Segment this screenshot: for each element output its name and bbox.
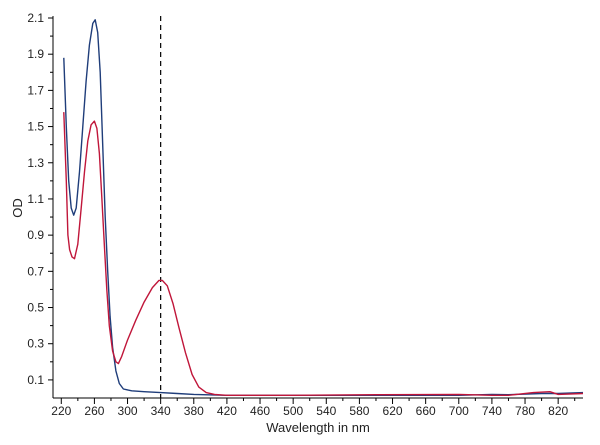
y-tick-label: 1.9	[27, 47, 44, 61]
y-tick-label: 1.7	[27, 83, 44, 97]
x-tick-label: 460	[250, 404, 270, 418]
y-tick-label: 0.3	[27, 337, 44, 351]
y-tick-label: 0.1	[27, 373, 44, 387]
x-tick-label: 300	[118, 404, 138, 418]
plot-area	[63, 16, 584, 398]
x-tick-label: 260	[84, 404, 104, 418]
x-tick-label: 380	[184, 404, 204, 418]
x-tick-label: 220	[51, 404, 71, 418]
x-tick-label: 580	[349, 404, 369, 418]
tick-labels: 220 260 300 340 380 420 460 500 540 580 620 660 700 7…	[27, 11, 568, 418]
x-tick-label: 780	[515, 404, 535, 418]
series-line-1	[63, 19, 584, 396]
y-tick-label: 1.5	[27, 120, 44, 134]
x-tick-label: 500	[283, 404, 303, 418]
x-tick-label: 660	[416, 404, 436, 418]
y-tick-label: 1.3	[27, 156, 44, 170]
y-tick-label: 1.1	[27, 192, 44, 206]
x-tick-label: 700	[449, 404, 469, 418]
y-axis-title: OD	[10, 198, 25, 218]
x-tick-label: 740	[482, 404, 502, 418]
x-axis-title: Wavelength in nm	[266, 420, 370, 435]
y-tick-label: 2.1	[27, 11, 44, 25]
y-tick-label: 0.5	[27, 301, 44, 315]
y-tick-label: 0.7	[27, 264, 44, 278]
y-tick-label: 0.9	[27, 228, 44, 242]
x-tick-label: 420	[217, 404, 237, 418]
x-tick-label: 620	[383, 404, 403, 418]
x-tick-label: 340	[151, 404, 171, 418]
axes	[48, 16, 583, 404]
x-tick-label: 540	[316, 404, 336, 418]
x-tick-label: 820	[548, 404, 568, 418]
series-line-2	[63, 112, 584, 396]
